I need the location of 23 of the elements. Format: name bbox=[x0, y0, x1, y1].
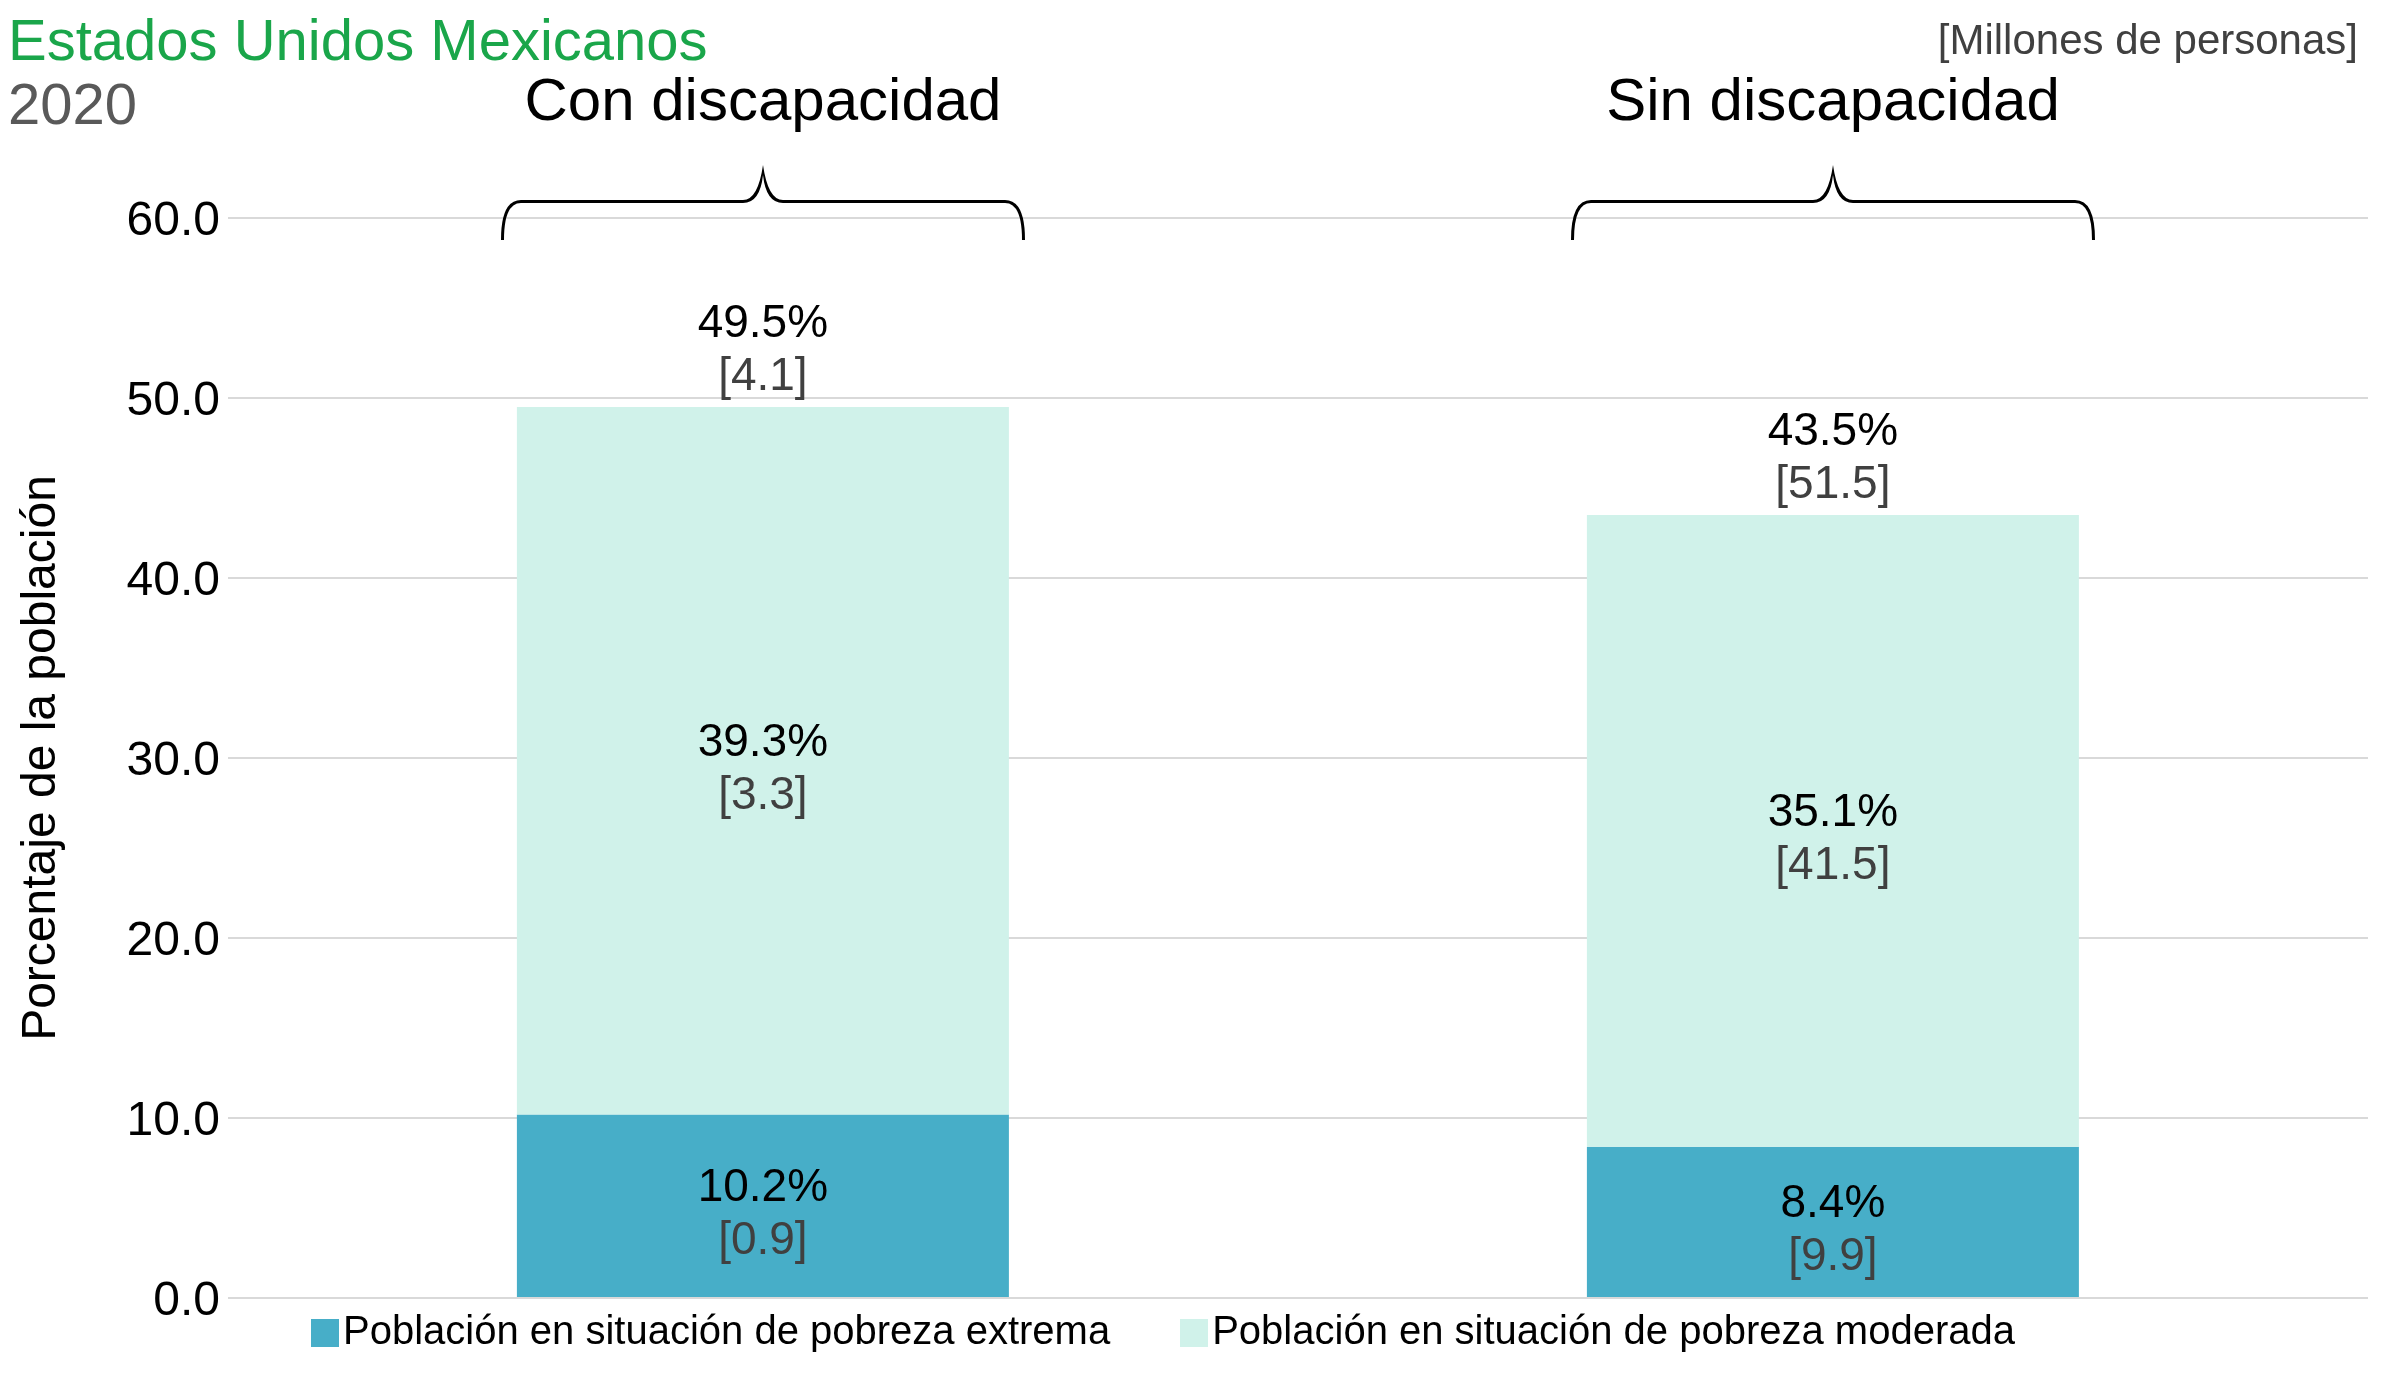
y-axis-title: Porcentaje de la población bbox=[12, 475, 66, 1041]
total-label: 43.5% [51.5] bbox=[1767, 403, 1899, 508]
y-tick-label: 10.0 bbox=[126, 1092, 220, 1146]
text: [Millones de personas] bbox=[1937, 16, 2358, 64]
legend-label: Población en situación de pobreza moderada bbox=[1212, 1308, 2015, 1352]
bar bbox=[516, 407, 1009, 1115]
bar bbox=[1586, 515, 2079, 1147]
y-tick-label: 20.0 bbox=[126, 912, 220, 966]
total-label: 49.5% [4.1] bbox=[697, 295, 829, 400]
y-tick-label: 50.0 bbox=[126, 372, 220, 426]
y-tick-label: 30.0 bbox=[126, 732, 220, 786]
x-tick-label: Sin discapacidad bbox=[1606, 66, 2060, 133]
data-label: 8.4% [9.9] bbox=[1780, 1175, 1886, 1281]
y-tick-label: 40.0 bbox=[126, 552, 220, 606]
y-tick-label: 0.0 bbox=[153, 1272, 220, 1326]
bar bbox=[516, 1114, 1009, 1298]
bar bbox=[1586, 1146, 2079, 1298]
data-label: 35.1% [41.5] bbox=[1767, 783, 1899, 889]
data-label: 10.2% [0.9] bbox=[697, 1159, 829, 1265]
legend-label: Población en situación de pobreza extrema bbox=[343, 1308, 1111, 1352]
chart-subtitle: 2020 bbox=[8, 71, 138, 136]
y-tick-label: 60.0 bbox=[126, 192, 220, 246]
data-label: 39.3% [3.3] bbox=[697, 713, 829, 819]
